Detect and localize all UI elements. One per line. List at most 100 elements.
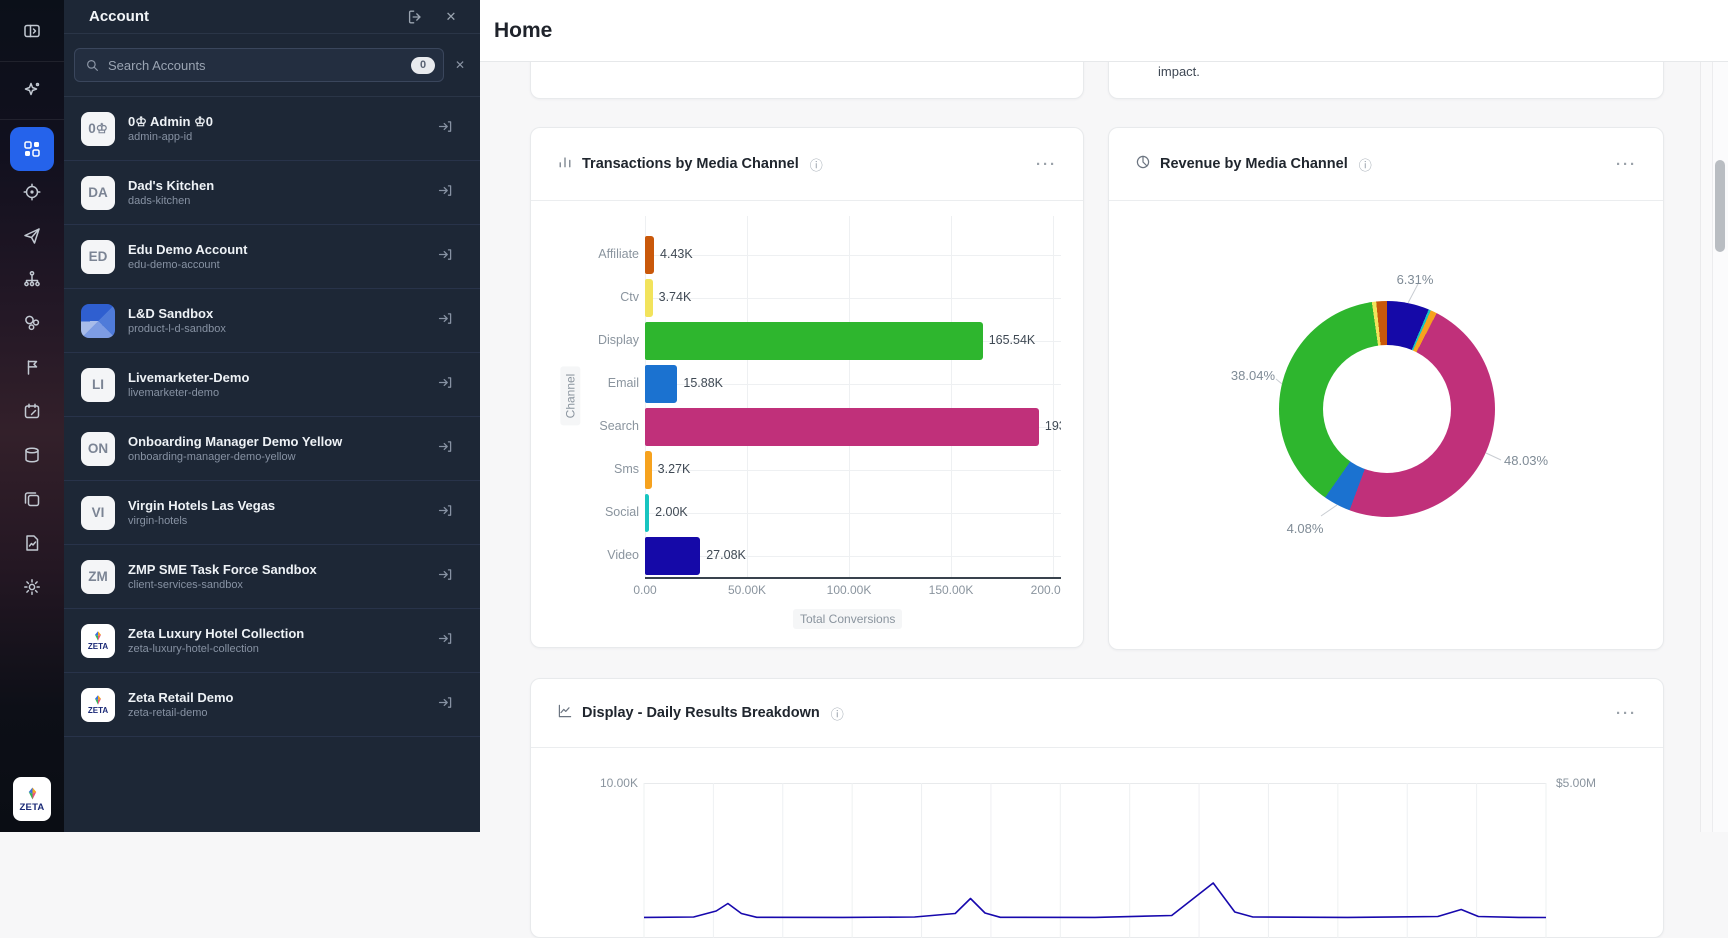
bar-value-label: 15.88K xyxy=(683,376,724,390)
pie-slice-label-search: 48.03% xyxy=(1504,453,1549,468)
row-gridline xyxy=(645,384,1061,385)
left-axis-label: 10.00K xyxy=(599,776,638,790)
dashboard-grid-icon[interactable] xyxy=(10,127,54,171)
x-axis-title: Total Conversions xyxy=(793,609,903,629)
account-name: Zeta Retail Demo xyxy=(128,689,234,705)
search-clear-icon[interactable]: ✕ xyxy=(454,58,466,72)
account-id: onboarding-manager-demo-yellow xyxy=(128,450,296,463)
account-text: Onboarding Manager Demo Yellow onboarding… xyxy=(128,434,440,464)
account-list-item[interactable]: ZETA Zeta Luxury Hotel Collection zeta-lux… xyxy=(64,609,480,673)
enter-account-icon[interactable] xyxy=(437,438,454,460)
zeta-logo[interactable]: ZETA xyxy=(13,777,51,821)
account-list-item[interactable]: LI Livemarketer-Demo livemarketer-demo xyxy=(64,353,480,417)
send-icon[interactable] xyxy=(10,214,54,258)
account-text: Zeta Luxury Hotel Collection zeta-luxury-… xyxy=(128,626,440,656)
route-flag-icon[interactable] xyxy=(10,345,54,389)
enter-account-icon[interactable] xyxy=(437,246,454,268)
account-avatar: ZM xyxy=(81,559,115,594)
search-input[interactable] xyxy=(108,57,403,73)
enter-account-icon[interactable] xyxy=(437,374,454,396)
bar-value-label: 3.27K xyxy=(657,462,691,476)
scrollbar-track[interactable] xyxy=(1712,62,1728,832)
category-label: Social xyxy=(604,505,639,519)
enter-account-icon[interactable] xyxy=(437,502,454,524)
main-content: impact. Transactions by Media Channel ⓘ … xyxy=(480,2,1728,938)
top-gridline xyxy=(644,783,1546,784)
revenue-card-header: Revenue by Media Channel ⓘ ··· xyxy=(1109,128,1663,201)
database-icon[interactable] xyxy=(10,433,54,477)
account-list-item[interactable]: ON Onboarding Manager Demo Yellow onboardi… xyxy=(64,417,480,481)
bar-value-label: 4.43K xyxy=(660,247,693,261)
ai-sparkles-icon[interactable] xyxy=(10,68,54,112)
account-list-item[interactable]: ED Edu Demo Account edu-demo-account xyxy=(64,225,480,289)
gear-icon[interactable] xyxy=(10,565,54,609)
enter-account-icon[interactable] xyxy=(437,310,454,332)
line-chart-plot: 10.00K $5.00M xyxy=(531,748,1665,938)
copy-icon[interactable] xyxy=(10,477,54,521)
sign-out-icon[interactable] xyxy=(404,6,426,28)
card-menu-dots[interactable]: ··· xyxy=(1616,704,1637,722)
account-name: Edu Demo Account xyxy=(128,241,248,257)
account-avatar: 0♔ xyxy=(81,111,115,146)
x-tick-label: 50.00K xyxy=(727,583,767,597)
account-text: ZMP SME Task Force Sandbox client-service… xyxy=(128,562,440,592)
calendar-icon[interactable] xyxy=(10,389,54,433)
account-avatar: ZETA xyxy=(81,687,115,722)
account-avatar: LI xyxy=(81,367,115,402)
category-label: Affiliate xyxy=(598,247,639,261)
scrollbar-thumb[interactable] xyxy=(1715,160,1725,252)
account-list-item[interactable]: ZETA Zeta Retail Demo zeta-retail-demo xyxy=(64,673,480,737)
account-avatar: ON xyxy=(81,431,115,466)
row-gridline xyxy=(645,298,1061,299)
info-icon[interactable]: ⓘ xyxy=(830,706,844,722)
hierarchy-icon[interactable] xyxy=(10,257,54,301)
target-icon[interactable] xyxy=(10,170,54,214)
account-name: Virgin Hotels Las Vegas xyxy=(128,497,276,513)
enter-account-icon[interactable] xyxy=(437,118,454,140)
transactions-card-header: Transactions by Media Channel ⓘ ··· xyxy=(531,128,1083,201)
bar-value-label: 2.00K xyxy=(655,505,688,519)
sidebar-toggle-icon[interactable] xyxy=(10,9,54,53)
account-name: 0♔ Admin ♔0 xyxy=(128,113,213,129)
bar-video xyxy=(645,537,701,575)
close-panel-icon[interactable]: ✕ xyxy=(445,8,457,24)
pie-chart-icon xyxy=(1135,154,1151,175)
account-name: Zeta Luxury Hotel Collection xyxy=(128,625,305,641)
enter-account-icon[interactable] xyxy=(437,630,454,652)
info-icon[interactable]: ⓘ xyxy=(1358,157,1372,173)
account-list-item[interactable]: L&D Sandbox product-l-d-sandbox xyxy=(64,289,480,353)
account-list-item[interactable]: DA Dad's Kitchen dads-kitchen xyxy=(64,161,480,225)
enter-account-icon[interactable] xyxy=(437,566,454,588)
rail-divider xyxy=(0,61,64,62)
category-label: Ctv xyxy=(620,290,639,304)
line-chart-icon xyxy=(557,703,573,724)
search-icon xyxy=(87,59,98,71)
x-gridline xyxy=(747,216,748,577)
report-icon[interactable] xyxy=(10,521,54,565)
enter-account-icon[interactable] xyxy=(437,694,454,716)
account-panel-title: Account xyxy=(89,8,149,25)
account-avatar: ZETA xyxy=(81,623,115,658)
account-list-item[interactable]: ZM ZMP SME Task Force Sandbox client-servi… xyxy=(64,545,480,609)
account-search-box[interactable]: 0 xyxy=(74,48,444,82)
row-gridline xyxy=(645,255,1061,256)
account-id: product-l-d-sandbox xyxy=(128,322,226,335)
account-avatar: DA xyxy=(81,175,115,210)
line-series-path xyxy=(643,882,1547,919)
bubbles-icon[interactable] xyxy=(10,301,54,345)
account-text: L&D Sandbox product-l-d-sandbox xyxy=(128,306,440,336)
account-name: Dad's Kitchen xyxy=(128,177,215,193)
card-menu-dots[interactable]: ··· xyxy=(1036,155,1057,173)
account-list-item[interactable]: 0♔ 0♔ Admin ♔0 admin-app-id xyxy=(64,97,480,161)
info-icon[interactable]: ⓘ xyxy=(809,157,823,173)
row-gridline xyxy=(645,513,1061,514)
category-label: Search xyxy=(599,419,639,433)
enter-account-icon[interactable] xyxy=(437,182,454,204)
x-tick-label: 100.00K xyxy=(826,583,872,597)
card-menu-dots[interactable]: ··· xyxy=(1616,155,1637,173)
transactions-chart-card: Transactions by Media Channel ⓘ ··· 0.00… xyxy=(530,127,1084,648)
account-id: edu-demo-account xyxy=(128,258,220,271)
x-gridline xyxy=(951,216,952,577)
account-list-item[interactable]: VI Virgin Hotels Las Vegas virgin-hotels xyxy=(64,481,480,545)
